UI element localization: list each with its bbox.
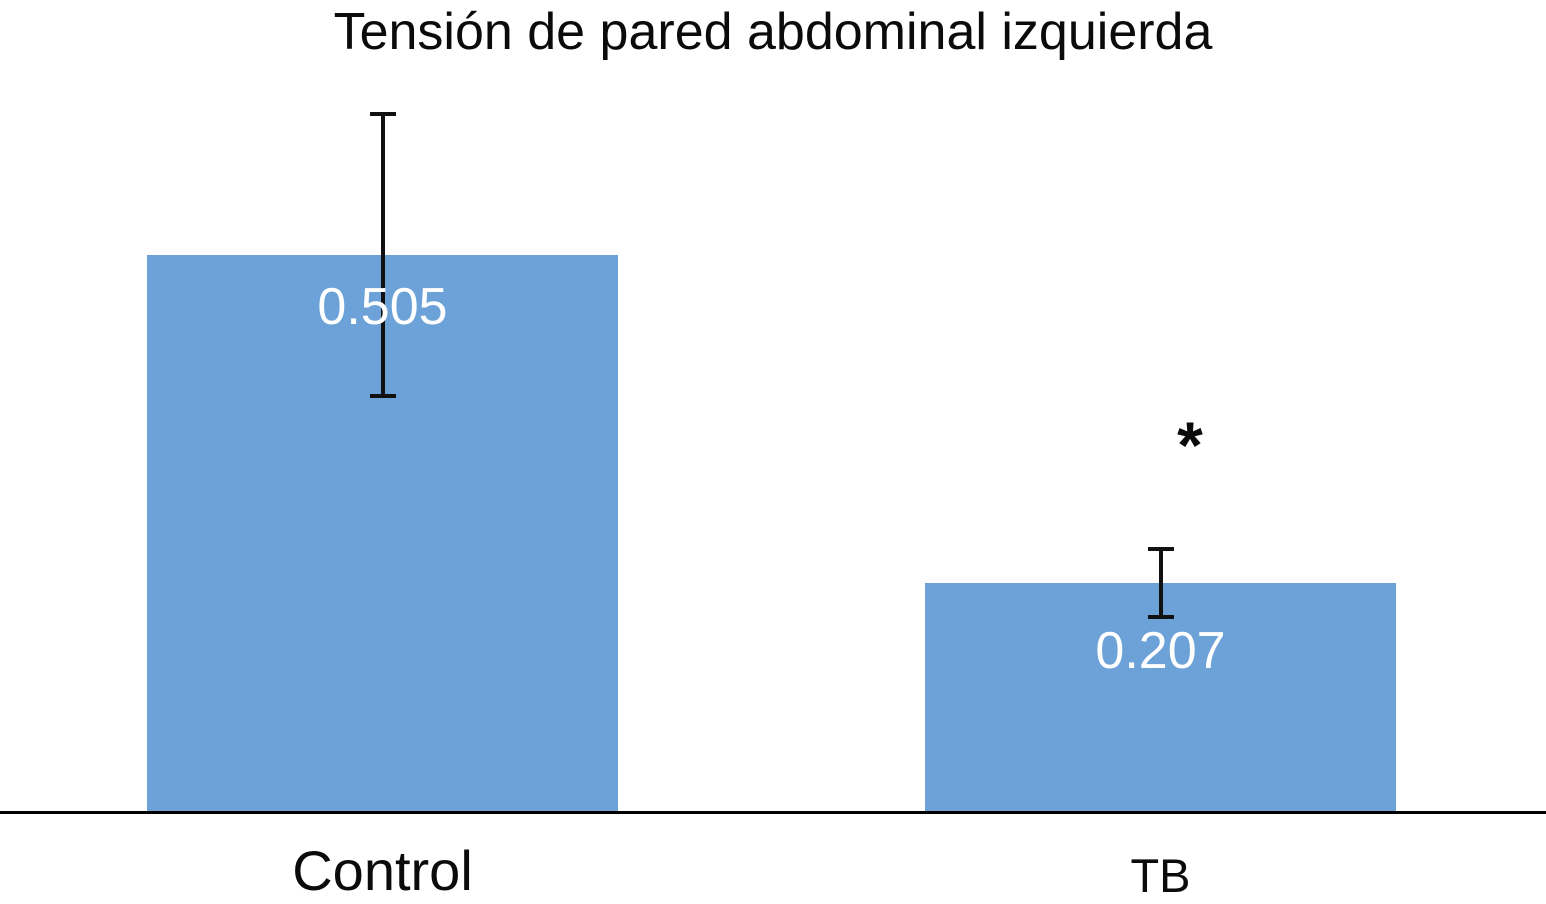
error-bar-cap-bottom [369,394,396,398]
x-axis-line [0,811,1546,814]
chart-title: Tensión de pared abdominal izquierda [333,3,1213,61]
value-label-control: 0.505 [317,278,448,336]
error-bar-control [369,112,396,398]
error-bar-line [380,112,385,398]
error-bar-line [1158,547,1163,619]
bar-tb [925,583,1396,811]
error-bar-tb [1147,547,1174,619]
error-bar-cap-top [1147,547,1174,551]
significance-asterisk: * [1177,408,1203,482]
error-bar-cap-top [369,112,396,116]
x-axis-label-control: Control [292,839,473,902]
x-axis-label-tb: TB [1130,849,1191,902]
error-bar-cap-bottom [1147,615,1174,619]
value-label-tb: 0.207 [1095,622,1226,680]
